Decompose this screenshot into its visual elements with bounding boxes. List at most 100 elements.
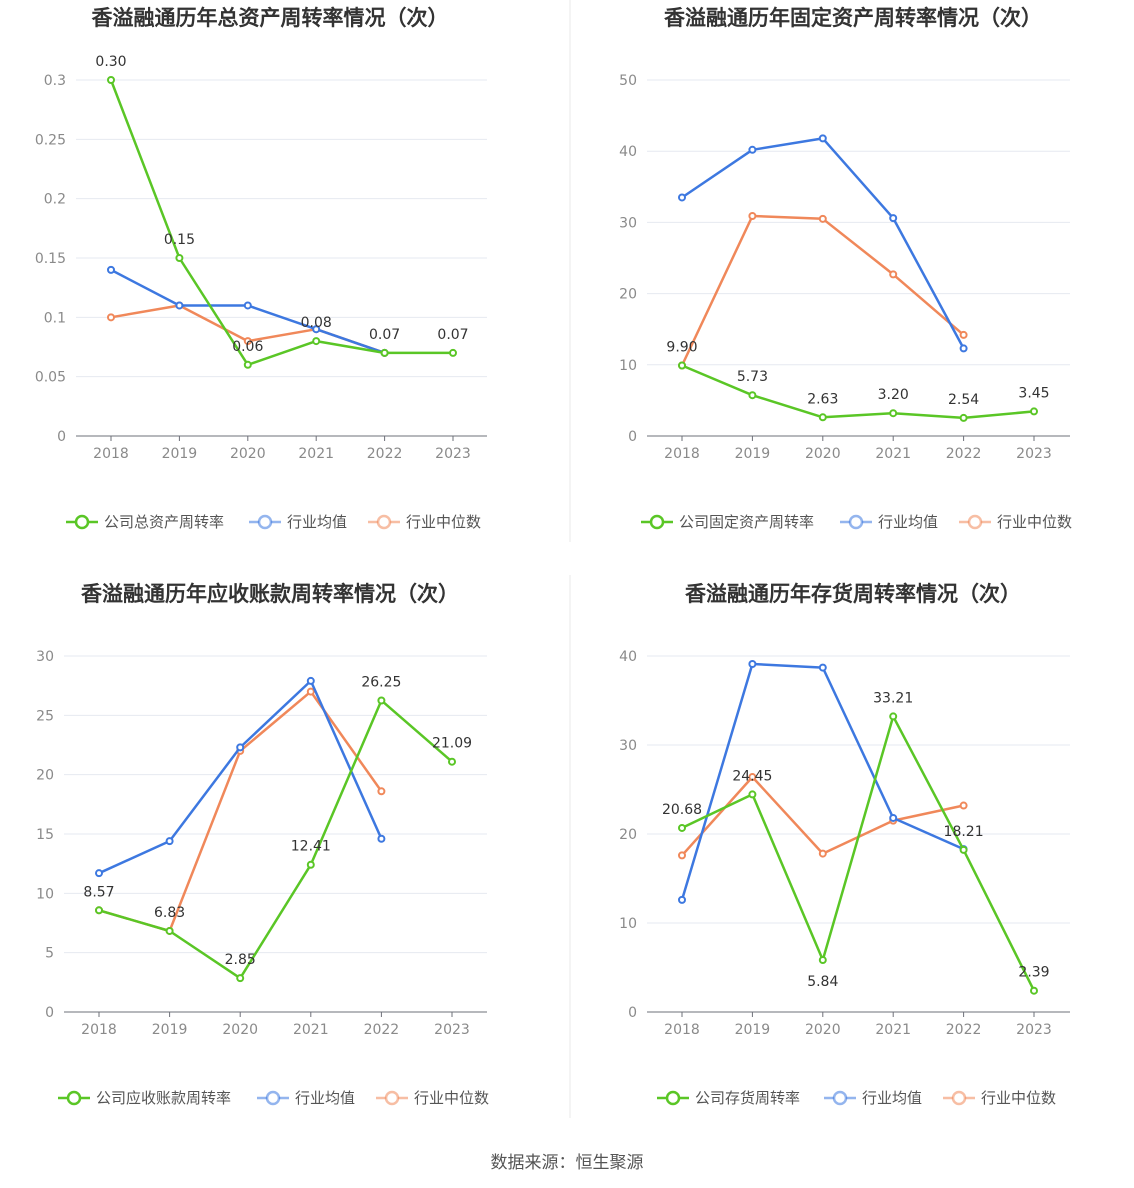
y-tick-label: 10 [36,886,54,902]
data-point-company [165,926,174,935]
y-tick-label: 20 [619,287,637,303]
legend-label: 行业中位数 [981,1089,1056,1107]
legend-marker [265,1090,281,1106]
x-tick-label: 2022 [367,446,403,462]
x-tick-label: 2019 [152,1022,188,1038]
x-tick-label: 2021 [875,446,911,462]
legend-item-mean: 行业均值 [249,513,347,531]
data-label: 26.25 [361,675,401,691]
series-line-company [98,699,453,980]
series-line-median [98,690,383,933]
data-point-company [448,757,456,766]
legend-marker [66,1090,82,1106]
data-label: 2.54 [948,392,979,408]
y-tick-label: 40 [619,144,637,160]
y-tick-label: 30 [619,215,637,231]
legend-marker [951,1090,967,1106]
data-point-median [818,214,827,223]
data-point-company [175,254,184,262]
data-point-median [748,211,757,220]
data-point-mean [959,344,968,353]
data-point-mean [175,301,184,310]
y-tick-label: 20 [619,827,637,843]
chart-inventory-turnover: 香溢融通历年存货周转率情况（次） 0 10 20 30 40 2018 2019 2020 202… [619,582,1070,1107]
legend-label: 公司应收账款周转率 [96,1089,231,1107]
y-tick-label: 0.3 [44,73,66,89]
y-tick-label: 30 [619,738,637,754]
data-point-company [107,76,115,84]
data-point-mean [889,813,898,822]
y-tick-label: 0 [628,1005,637,1021]
y-tick-label: 0.2 [44,192,66,208]
y-tick-label: 0.25 [35,132,66,148]
legend-item-mean: 行业均值 [840,513,938,531]
legend-label: 行业均值 [295,1089,355,1107]
series-line-company [681,715,1036,992]
chart-title: 香溢融通历年固定资产周转率情况（次） [664,6,1042,30]
data-point-mean [107,265,115,274]
data-label: 9.90 [666,340,697,356]
data-point-median [818,849,827,858]
data-point-company [1030,407,1038,416]
legend-label: 公司存货周转率 [695,1089,800,1107]
legend-label: 公司总资产周转率 [104,513,224,531]
y-tick-label: 40 [619,649,637,665]
data-label: 0.06 [232,339,263,355]
data-point-median [959,801,968,810]
legend-marker [967,514,983,530]
data-point-company [243,360,252,369]
x-tick-label: 2021 [293,1022,329,1038]
data-label: 0.07 [437,327,468,343]
data-point-mean [377,834,386,843]
legend-item-company: 公司固定资产周转率 [641,513,814,531]
x-tick-label: 2022 [364,1022,400,1038]
legend-label: 行业均值 [878,513,938,531]
chart-title: 香溢融通历年存货周转率情况（次） [685,582,1021,606]
series-line-mean [681,137,965,349]
legend-label: 行业中位数 [414,1089,489,1107]
legend-item-median: 行业中位数 [943,1089,1056,1107]
y-tick-label: 10 [619,916,637,932]
data-point-mean [818,663,827,672]
x-tick-label: 2018 [664,446,700,462]
data-label: 2.39 [1018,965,1049,981]
data-point-company [678,823,686,832]
x-tick-label: 2018 [81,1022,117,1038]
x-tick-label: 2022 [946,446,982,462]
legend-item-median: 行业中位数 [368,513,481,531]
data-point-mean [165,837,174,846]
y-tick-label: 0 [45,1005,54,1021]
data-point-median [377,787,386,796]
x-tick-label: 2023 [435,446,471,462]
data-point-company [818,413,827,422]
y-tick-label: 30 [36,649,54,665]
data-point-mean [818,134,827,143]
series-line-company [681,364,1035,420]
data-label: 21.09 [432,736,472,752]
data-point-mean [748,145,757,154]
data-point-company [1030,986,1038,995]
legend-marker [649,514,665,530]
y-tick-label: 5 [45,946,54,962]
data-label: 5.73 [737,369,768,385]
legend-marker [384,1090,400,1106]
x-tick-label: 2021 [875,1022,911,1038]
legend-label: 公司固定资产周转率 [679,513,814,531]
legend-marker [376,514,392,530]
data-label: 0.30 [95,54,126,70]
legend-item-company: 公司应收账款周转率 [58,1089,231,1107]
series-line-median [681,775,964,857]
data-point-mean [678,895,686,904]
data-label: 2.63 [807,391,838,407]
y-tick-label: 0.05 [35,370,66,386]
data-label: 33.21 [873,690,913,706]
x-tick-label: 2023 [1016,446,1052,462]
data-point-mean [889,214,898,223]
chart-receivables-turnover: 香溢融通历年应收账款周转率情况（次） 0 5 10 15 20 25 30 2018 2019 20… [36,582,489,1107]
y-tick-label: 0 [57,429,66,445]
data-source: 数据来源：恒生聚源 [491,1153,644,1173]
data-point-company [959,413,968,422]
data-point-mean [95,869,103,878]
data-label: 0.15 [164,232,195,248]
data-point-company [306,860,315,869]
